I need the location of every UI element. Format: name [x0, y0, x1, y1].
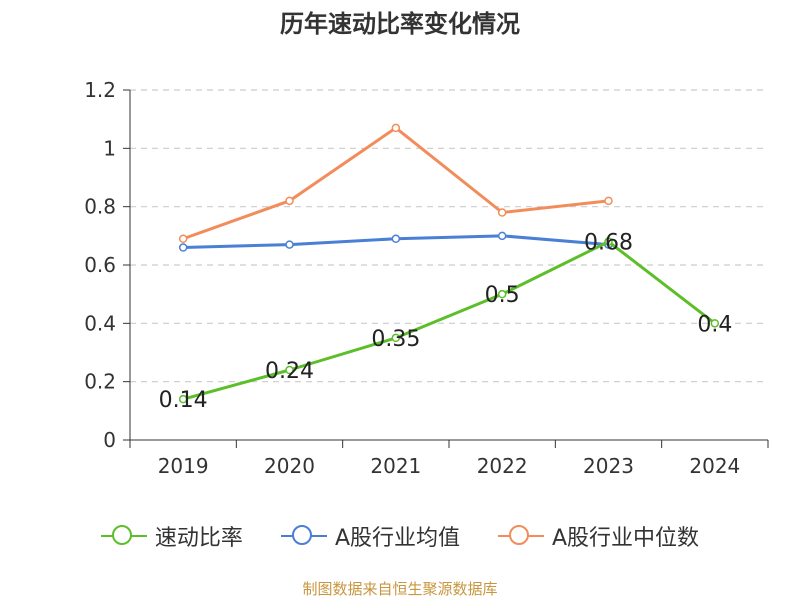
y-tick-label: 0.2 — [84, 370, 116, 394]
data-label: 0.14 — [159, 388, 208, 413]
y-tick-label: 0.8 — [84, 195, 116, 219]
legend-label: 速动比率 — [154, 526, 243, 551]
y-tick-label: 0 — [103, 428, 116, 452]
data-point-2 — [391, 123, 401, 133]
data-point-1 — [497, 231, 507, 241]
data-point-2 — [178, 234, 188, 243]
data-label: 0.35 — [371, 327, 420, 352]
x-tick-label: 2019 — [158, 454, 209, 478]
x-tick-label: 2023 — [583, 454, 634, 478]
legend-item-quick-ratio[interactable]: 速动比率 — [100, 520, 243, 552]
legend-label: A股行业均值 — [334, 526, 460, 551]
y-tick-label: 0.4 — [84, 311, 116, 335]
x-tick-label: 2024 — [689, 454, 740, 478]
data-point-2 — [604, 196, 613, 206]
series-line-2 — [182, 126, 609, 241]
y-tick-label: 1.2 — [84, 78, 116, 102]
data-label: 0.5 — [485, 283, 520, 308]
series-line-0 — [182, 240, 716, 401]
data-label: 0.24 — [265, 359, 314, 384]
data-point-1 — [391, 234, 401, 243]
chart-legend: 速动比率 A股行业均值 A股行业中位数 — [0, 520, 800, 552]
data-point-1 — [178, 243, 188, 252]
legend-swatch-icon — [280, 524, 327, 548]
y-tick-label: 0.6 — [84, 253, 116, 277]
legend-swatch-icon — [498, 524, 544, 548]
data-source-note: 制图数据来自恒生聚源数据库 — [302, 580, 498, 598]
data-point-0 — [497, 289, 507, 299]
legend-item-industry-mean[interactable]: A股行业均值 — [280, 520, 460, 552]
chart-title: 历年速动比率变化情况 — [280, 10, 520, 38]
legend-swatch-icon — [100, 524, 147, 548]
data-point-0 — [604, 237, 613, 246]
data-point-2 — [497, 208, 507, 217]
x-tick-label: 2022 — [477, 454, 528, 478]
data-point-0 — [285, 365, 294, 375]
data-point-2 — [285, 196, 294, 206]
data-point-0 — [178, 394, 188, 404]
y-tick-label: 1 — [103, 136, 116, 160]
data-label: 0.4 — [697, 312, 732, 337]
data-point-0 — [391, 333, 401, 343]
x-tick-label: 2020 — [264, 454, 315, 478]
data-point-1 — [285, 240, 294, 249]
x-tick-label: 2021 — [370, 454, 421, 478]
legend-item-industry-median[interactable]: A股行业中位数 — [498, 520, 699, 552]
legend-label: A股行业中位数 — [552, 526, 700, 551]
data-point-0 — [710, 319, 720, 328]
data-label: 0.68 — [584, 231, 633, 256]
